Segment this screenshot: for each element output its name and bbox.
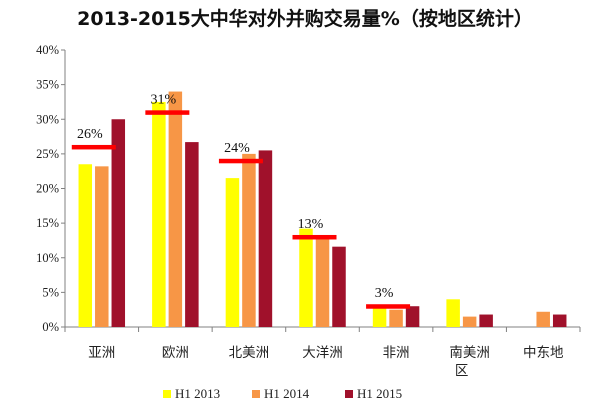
- bar-h1-2015: [332, 246, 346, 327]
- bar-h1-2015: [111, 119, 126, 327]
- y-tick-label: 10%: [36, 251, 59, 265]
- legend-label: H1 2014: [264, 386, 310, 401]
- bar-h1-2014: [462, 316, 477, 327]
- y-tick-label: 20%: [36, 182, 59, 196]
- bar-h1-2014: [168, 91, 183, 327]
- average-label: 26%: [77, 127, 103, 142]
- y-tick-label: 30%: [36, 112, 59, 126]
- bar-h1-2013: [446, 299, 460, 327]
- legend-label: H1 2015: [357, 386, 402, 401]
- category-label: 非洲: [383, 345, 410, 361]
- y-tick-label: 5%: [42, 285, 59, 299]
- legend-swatch: [345, 390, 353, 398]
- y-tick-label: 40%: [36, 43, 59, 57]
- category-label-line2: 区: [455, 363, 469, 379]
- average-label: 13%: [298, 217, 324, 232]
- bar-h1-2013: [225, 178, 240, 327]
- average-label: 24%: [224, 141, 250, 156]
- bar-h1-2015: [552, 314, 567, 327]
- category-label: 南美洲: [449, 345, 490, 361]
- bar-h1-2014: [242, 153, 256, 327]
- bar-h1-2015: [185, 142, 199, 327]
- chart-title: 2013-2015大中华对外并购交易量%（按地区统计）: [77, 7, 533, 30]
- y-tick-label: 25%: [36, 147, 59, 161]
- average-marker: [218, 158, 263, 164]
- average-label: 3%: [375, 286, 394, 301]
- category-label: 大洋洲: [302, 345, 343, 361]
- bar-h1-2014: [536, 311, 550, 327]
- category-label: 北美洲: [229, 345, 270, 361]
- bar-h1-2015: [405, 306, 420, 327]
- legend-swatch: [252, 390, 260, 398]
- legend-swatch: [163, 390, 171, 398]
- average-label: 31%: [151, 92, 177, 107]
- category-label: 中东地: [523, 345, 564, 361]
- y-tick-label: 35%: [36, 78, 59, 92]
- bar-h1-2014: [315, 236, 330, 327]
- bar-h1-2013: [152, 101, 166, 327]
- bar-h1-2015: [258, 150, 273, 327]
- bar-h1-2015: [479, 314, 493, 327]
- bar-h1-2014: [95, 166, 109, 327]
- y-tick-label: 15%: [36, 216, 59, 230]
- legend-label: H1 2013: [175, 386, 220, 401]
- average-marker: [292, 234, 337, 240]
- average-marker: [366, 304, 411, 309]
- category-label: 欧洲: [162, 345, 189, 361]
- bar-h1-2013: [78, 164, 93, 327]
- average-marker: [145, 110, 190, 115]
- legend: H1 2013 H1 2014 H1 2015: [163, 386, 402, 401]
- bar-h1-2013: [372, 306, 387, 327]
- average-marker: [71, 144, 116, 150]
- category-label: 亚洲: [88, 345, 115, 361]
- bar-h1-2013: [299, 228, 313, 327]
- bar-h1-2014: [389, 309, 403, 327]
- plot-area: 0% 5% 10% 15% 20% 25% 30% 35% 40% 亚洲 26% 欧洲 31% 北美洲 24…: [36, 43, 581, 379]
- y-tick-label: 0%: [42, 320, 59, 334]
